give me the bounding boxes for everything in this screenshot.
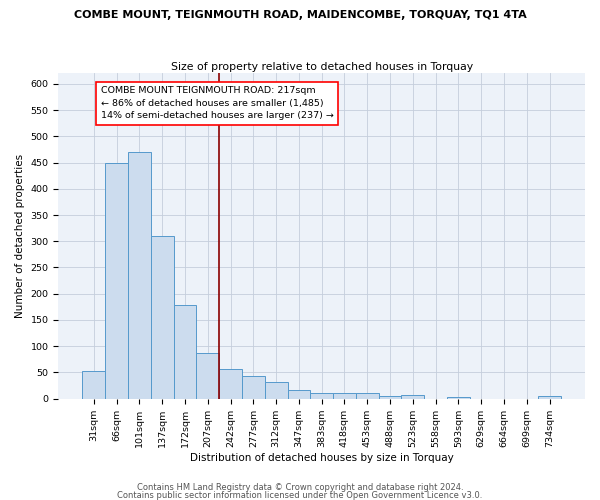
Bar <box>82 371 105 398</box>
Text: COMBE MOUNT, TEIGNMOUTH ROAD, MAIDENCOMBE, TORQUAY, TQ1 4TA: COMBE MOUNT, TEIGNMOUTH ROAD, MAIDENCOMB… <box>74 10 526 20</box>
Bar <box>128 152 151 398</box>
Bar <box>538 396 561 398</box>
Bar <box>265 382 287 398</box>
Bar <box>333 394 356 398</box>
Bar <box>173 306 196 398</box>
Bar <box>242 376 265 398</box>
Title: Size of property relative to detached houses in Torquay: Size of property relative to detached ho… <box>170 62 473 72</box>
Bar <box>447 396 470 398</box>
Text: COMBE MOUNT TEIGNMOUTH ROAD: 217sqm
← 86% of detached houses are smaller (1,485): COMBE MOUNT TEIGNMOUTH ROAD: 217sqm ← 86… <box>101 86 334 120</box>
Bar <box>105 162 128 398</box>
Y-axis label: Number of detached properties: Number of detached properties <box>15 154 25 318</box>
Bar <box>151 236 173 398</box>
Bar <box>287 390 310 398</box>
Bar <box>401 394 424 398</box>
Bar <box>310 394 333 398</box>
Text: Contains public sector information licensed under the Open Government Licence v3: Contains public sector information licen… <box>118 490 482 500</box>
Bar <box>196 352 219 399</box>
Text: Contains HM Land Registry data © Crown copyright and database right 2024.: Contains HM Land Registry data © Crown c… <box>137 484 463 492</box>
Bar <box>219 369 242 398</box>
X-axis label: Distribution of detached houses by size in Torquay: Distribution of detached houses by size … <box>190 452 454 462</box>
Bar <box>379 396 401 398</box>
Bar <box>356 394 379 398</box>
